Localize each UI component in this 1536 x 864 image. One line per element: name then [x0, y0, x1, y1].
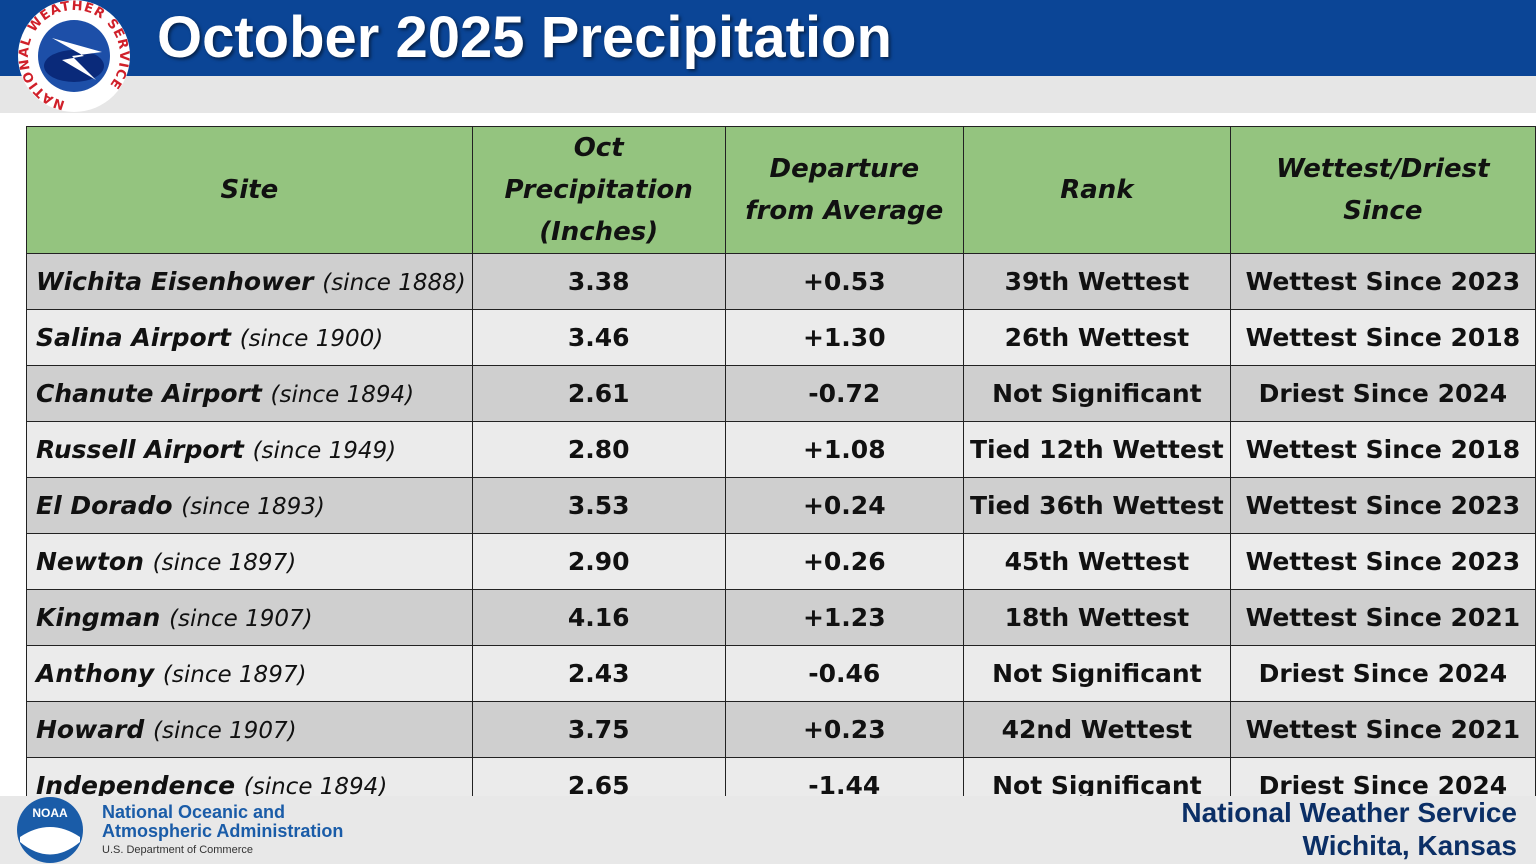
record-start: (since 1900): [239, 326, 384, 352]
record-start: (since 1907): [169, 606, 313, 632]
column-header: Site: [26, 126, 473, 254]
record-start: (since 1894): [270, 382, 415, 408]
column-header: Oct Precipitation (Inches): [471, 126, 726, 254]
departure-cell: +1.08: [724, 421, 965, 478]
table-row: Newton (since 1897) 2.90 +0.26 45th Wettest…: [26, 533, 1536, 590]
site-cell: Anthony (since 1897): [26, 645, 473, 702]
record-start: (since 1897): [162, 662, 307, 688]
header-bar: [0, 0, 1536, 76]
record-start: (since 1907): [153, 718, 297, 744]
precipitation-cell: 4.16: [471, 589, 726, 646]
table-row: Wichita Eisenhower (since 1888) 3.38 +0.53…: [26, 253, 1536, 310]
site-name: Kingman: [36, 603, 161, 632]
site-cell: Russell Airport (since 1949): [26, 421, 473, 478]
site-cell: Wichita Eisenhower (since 1888): [26, 253, 473, 310]
departure-cell: +1.30: [724, 309, 965, 366]
column-header: Wettest/Driest Since: [1229, 126, 1536, 254]
column-header: Rank: [963, 126, 1231, 254]
departure-cell: -0.72: [724, 365, 965, 422]
noaa-dept: U.S. Department of Commerce: [102, 844, 253, 856]
site-cell: Kingman (since 1907): [26, 589, 473, 646]
site-cell: Howard (since 1907): [26, 701, 473, 758]
record-start: (since 1894): [243, 774, 388, 800]
site-name: Independence: [36, 771, 236, 800]
since-year-cell: Wettest Since 2021: [1229, 589, 1536, 646]
noaa-gull: [20, 827, 80, 855]
site-cell: Chanute Airport (since 1894): [26, 365, 473, 422]
header-row: Site Oct Precipitation (Inches) Departure …: [26, 126, 1536, 254]
table-row: El Dorado (since 1893) 3.53 +0.24 Tied 36th…: [26, 477, 1536, 534]
site-name: Wichita Eisenhower: [36, 267, 314, 296]
site-name: El Dorado: [36, 491, 173, 520]
header-strip: [0, 76, 1536, 113]
precipitation-cell: 3.75: [471, 701, 726, 758]
precipitation-cell: 3.46: [471, 309, 726, 366]
site-name: Chanute Airport: [36, 379, 262, 408]
table-row: Kingman (since 1907) 4.16 +1.23 18th Wettes…: [26, 589, 1536, 646]
office-location: Wichita, Kansas: [1302, 830, 1517, 861]
precip-table: Site Oct Precipitation (Inches) Departure …: [26, 126, 1536, 814]
rank-cell: 42nd Wettest: [963, 701, 1231, 758]
office-name: National Weather Service: [1181, 797, 1517, 828]
departure-cell: -0.46: [724, 645, 965, 702]
rank-cell: 26th Wettest: [963, 309, 1231, 366]
since-year-cell: Wettest Since 2023: [1229, 533, 1536, 590]
precipitation-cell: 3.38: [471, 253, 726, 310]
site-cell: Salina Airport (since 1900): [26, 309, 473, 366]
site-name: Salina Airport: [36, 323, 231, 352]
departure-cell: +1.23: [724, 589, 965, 646]
noaa-name: Atmospheric Administration: [102, 821, 344, 841]
record-start: (since 1949): [252, 438, 397, 464]
table-row: Chanute Airport (since 1894) 2.61 -0.72 Not…: [26, 365, 1536, 422]
precipitation-cell: 2.90: [471, 533, 726, 590]
record-start: (since 1893): [181, 494, 325, 520]
table-row: Salina Airport (since 1900) 3.46 +1.30 26th…: [26, 309, 1536, 366]
title: October 2025 Precipitation: [157, 5, 892, 70]
site-cell: El Dorado (since 1893): [26, 477, 473, 534]
logo-bolt: [52, 38, 102, 80]
since-year-cell: Driest Since 2024: [1229, 645, 1536, 702]
table-row: Anthony (since 1897) 2.43 -0.46 Not Signifi…: [26, 645, 1536, 702]
departure-cell: +0.26: [724, 533, 965, 590]
precipitation-cell: 2.43: [471, 645, 726, 702]
since-year-cell: Wettest Since 2018: [1229, 309, 1536, 366]
rank-cell: Tied 12th Wettest: [963, 421, 1231, 478]
noaa-logo: NOAA: [17, 797, 83, 863]
since-year-cell: Wettest Since 2023: [1229, 253, 1536, 310]
record-start: (since 1897): [152, 550, 297, 576]
nws-logo: NATIONAL WEATHER SERVICE: [17, 0, 130, 112]
table-row: Howard (since 1907) 3.75 +0.23 42nd Wettest…: [26, 701, 1536, 758]
rank-cell: Tied 36th Wettest: [963, 477, 1231, 534]
table-body: Wichita Eisenhower (since 1888) 3.38 +0.53…: [26, 253, 1536, 814]
departure-cell: +0.23: [724, 701, 965, 758]
site-name: Russell Airport: [36, 435, 244, 464]
noaa-text: NOAA: [32, 806, 68, 820]
rank-cell: 39th Wettest: [963, 253, 1231, 310]
site-name: Howard: [36, 715, 145, 744]
footer-bar: [0, 796, 1536, 864]
record-start: (since 1888): [322, 270, 466, 296]
site-name: Anthony: [36, 659, 155, 688]
precipitation-cell: 3.53: [471, 477, 726, 534]
rank-cell: Not Significant: [963, 365, 1231, 422]
rank-cell: Not Significant: [963, 645, 1231, 702]
since-year-cell: Wettest Since 2023: [1229, 477, 1536, 534]
site-name: Newton: [36, 547, 144, 576]
noaa-name: National Oceanic and: [102, 802, 286, 822]
rank-cell: 45th Wettest: [963, 533, 1231, 590]
departure-cell: +0.24: [724, 477, 965, 534]
column-header: Departure from Average: [724, 126, 965, 254]
precipitation-cell: 2.61: [471, 365, 726, 422]
table-row: Russell Airport (since 1949) 2.80 +1.08 Tie…: [26, 421, 1536, 478]
departure-cell: +0.53: [724, 253, 965, 310]
since-year-cell: Driest Since 2024: [1229, 365, 1536, 422]
since-year-cell: Wettest Since 2021: [1229, 701, 1536, 758]
site-cell: Newton (since 1897): [26, 533, 473, 590]
since-year-cell: Wettest Since 2018: [1229, 421, 1536, 478]
rank-cell: 18th Wettest: [963, 589, 1231, 646]
precipitation-cell: 2.80: [471, 421, 726, 478]
